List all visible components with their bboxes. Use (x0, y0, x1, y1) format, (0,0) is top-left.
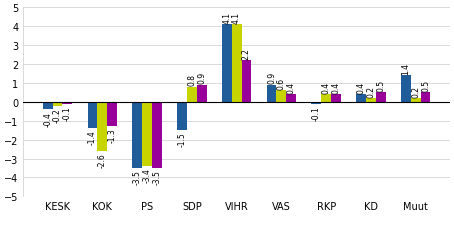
Text: 0.2: 0.2 (411, 85, 420, 97)
Bar (331, 95, 341, 102)
Text: 0.2: 0.2 (366, 85, 375, 97)
Text: -0.1: -0.1 (63, 106, 72, 120)
Bar (53, 102, 63, 106)
Text: -1.5: -1.5 (178, 132, 187, 147)
Text: 0.4: 0.4 (356, 81, 365, 93)
Text: -0.2: -0.2 (53, 107, 62, 122)
Text: -0.4: -0.4 (43, 111, 52, 126)
Text: 0.4: 0.4 (287, 81, 296, 93)
Text: 0.4: 0.4 (321, 81, 331, 93)
Bar (311, 102, 321, 104)
Bar (98, 102, 107, 151)
Bar (321, 95, 331, 102)
Bar (366, 99, 376, 102)
Text: 4.1: 4.1 (222, 12, 231, 24)
Text: 1.4: 1.4 (401, 63, 410, 75)
Text: 0.8: 0.8 (188, 74, 196, 86)
Text: 0.5: 0.5 (376, 80, 385, 92)
Text: -3.4: -3.4 (143, 168, 152, 182)
Bar (88, 102, 98, 129)
Bar (286, 95, 296, 102)
Text: -3.5: -3.5 (133, 170, 142, 184)
Bar (276, 91, 286, 102)
Text: 2.2: 2.2 (242, 48, 251, 59)
Bar (43, 102, 53, 110)
Bar (232, 25, 242, 102)
Bar (63, 102, 72, 104)
Text: -0.1: -0.1 (312, 106, 321, 120)
Bar (142, 102, 152, 166)
Text: 0.9: 0.9 (197, 72, 206, 84)
Text: 0.6: 0.6 (277, 78, 286, 90)
Bar (152, 102, 162, 168)
Text: -2.6: -2.6 (98, 153, 107, 167)
Text: 0.4: 0.4 (331, 81, 340, 93)
Bar (242, 61, 252, 102)
Bar (376, 93, 386, 102)
Bar (177, 102, 187, 131)
Bar (401, 76, 411, 102)
Text: -3.5: -3.5 (153, 170, 162, 184)
Text: -1.4: -1.4 (88, 130, 97, 145)
Bar (420, 93, 430, 102)
Bar (132, 102, 142, 168)
Text: 0.9: 0.9 (267, 72, 276, 84)
Bar (222, 25, 232, 102)
Bar (107, 102, 117, 127)
Bar (266, 85, 276, 102)
Bar (187, 87, 197, 102)
Bar (197, 85, 207, 102)
Text: 0.5: 0.5 (421, 80, 430, 92)
Bar (411, 99, 420, 102)
Text: -1.3: -1.3 (108, 128, 117, 143)
Text: 4.1: 4.1 (232, 12, 241, 24)
Bar (356, 95, 366, 102)
